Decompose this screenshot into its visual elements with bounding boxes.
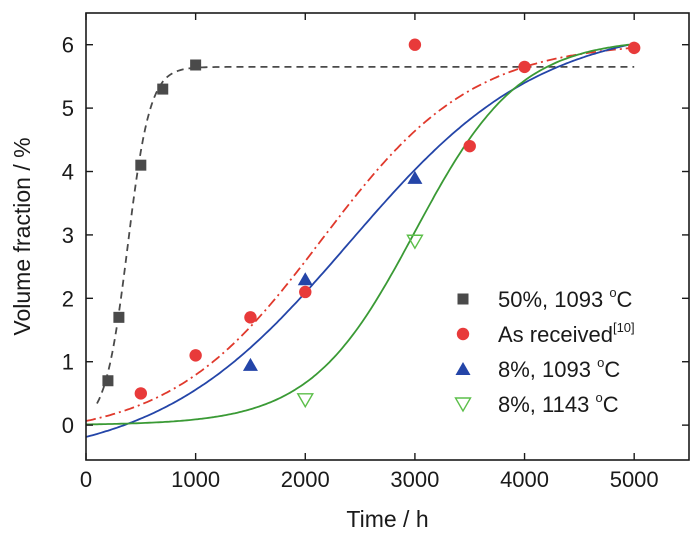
x-tick-label: 5000 [610,467,659,492]
y-tick-label: 3 [62,223,74,248]
data-point-s3-3 [407,170,423,184]
data-point-s2-2 [189,349,202,362]
y-tick-label: 0 [62,413,74,438]
data-points [102,38,641,409]
data-point-s1-4 [157,83,169,95]
data-point-s2-5 [408,38,422,51]
data-point-s1-1 [102,375,114,387]
legend-label-1: 50%, 1093 oC [498,285,633,312]
data-point-s2-7 [518,60,531,74]
x-tick-label: 0 [80,467,92,492]
data-point-s2-1 [134,387,148,400]
y-tick-label: 4 [62,160,74,185]
fit-curve-4 [86,43,635,426]
data-point-s4-1 [296,393,314,409]
data-point-s4-2 [406,234,424,250]
legend-label-2: As received[10] [498,320,635,347]
x-tick-label: 2000 [281,467,330,492]
legend-label-4: 8%, 1143 oC [498,390,619,417]
data-point-s2-8 [627,41,641,55]
data-point-s3-1 [242,357,258,371]
data-point-s1-5 [190,59,202,71]
y-tick-label: 2 [62,286,74,311]
data-point-s3-2 [297,272,313,286]
legend: 50%, 1093 oC As received[10] 8%, 1093 oC 8%… [454,285,635,417]
plot-frame [85,12,690,461]
x-tick-label: 3000 [390,467,439,492]
fit-curves [85,42,635,438]
fit-curve-3 [85,42,635,438]
legend-marker-4 [454,397,472,413]
y-tick-label: 6 [62,33,74,58]
x-axis-label: Time / h [346,506,428,532]
legend-marker-1 [457,293,469,305]
x-tick-label: 4000 [500,467,549,492]
y-axis-label: Volume fraction / % [9,137,35,335]
axes: 0 1000 2000 3000 4000 5000 0 1 2 3 4 5 6 [62,12,690,492]
legend-marker-3 [455,362,471,375]
data-point-s1-2 [113,311,125,323]
data-point-s2-4 [299,285,312,299]
y-tick-label: 5 [62,96,74,121]
fit-curve-2 [85,46,635,422]
data-point-s2-6 [463,139,476,153]
x-tick-label: 1000 [171,467,220,492]
data-point-s2-3 [244,311,257,324]
y-tick-label: 1 [62,350,74,375]
legend-marker-2 [456,327,470,341]
data-point-s1-3 [135,159,147,171]
legend-label-3: 8%, 1093 oC [498,355,620,382]
